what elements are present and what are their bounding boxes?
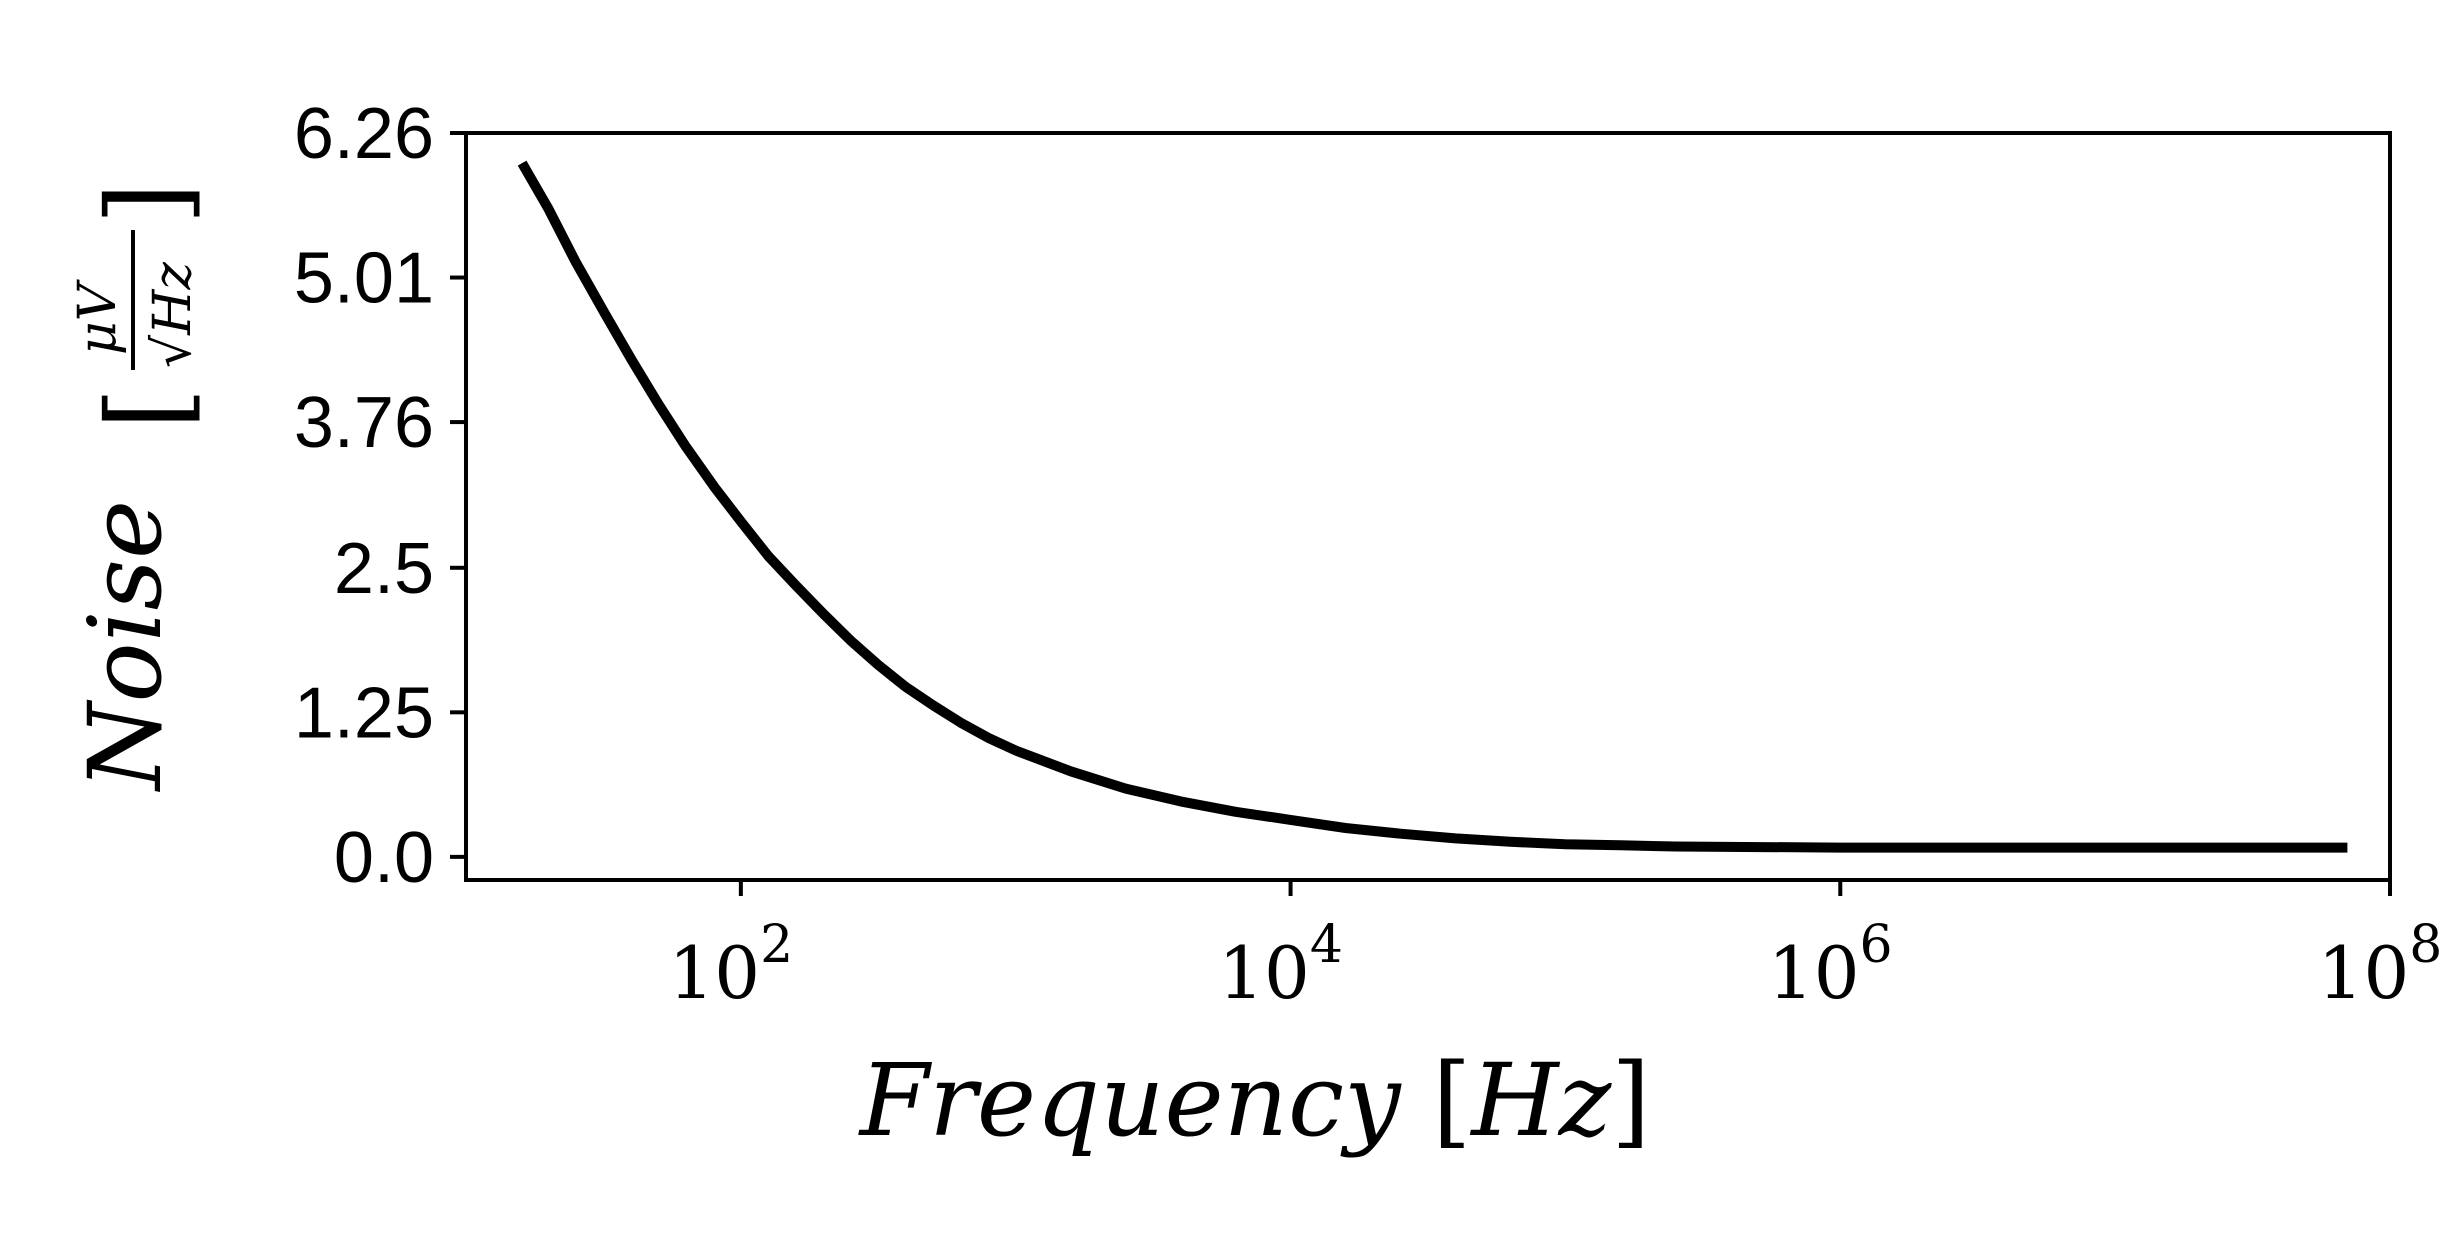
plot-area: 0.0 1.25 2.5 3.76 5.01 6.26 102 104 106 108 <box>294 94 2443 1015</box>
y-axis-unit: [ μV √Hz ] <box>68 182 211 430</box>
x-tick-label-0: 102 <box>668 915 793 1015</box>
y-tick-label-1: 1.25 <box>294 673 434 753</box>
x-axis-label: Frequency [Hz] <box>858 1042 1651 1159</box>
y-tick-label-3: 3.76 <box>294 383 434 463</box>
y-unit-denominator: √Hz <box>143 262 203 368</box>
y-tick-label-4: 5.01 <box>294 239 434 319</box>
y-tick-label-0: 0.0 <box>334 818 434 898</box>
y-tick-label-5: 6.26 <box>294 94 434 174</box>
x-tick-label-3: 108 <box>2318 915 2443 1015</box>
y-axis-label-noise: Noise <box>67 500 184 792</box>
x-tick-label-1: 104 <box>1218 915 1343 1015</box>
x-tick-label-2: 106 <box>1768 915 1893 1015</box>
y-unit-numerator: μV <box>68 279 128 355</box>
x-axis-label-unit: [ <box>1432 1042 1471 1159</box>
y-tick-label-2: 2.5 <box>334 529 434 609</box>
y-unit-bracket-right: ] <box>83 182 211 225</box>
x-axis-label-frequency: Frequency <box>858 1042 1402 1159</box>
y-axis-label: Noise [ μV √Hz ] <box>67 182 211 792</box>
y-unit-bracket-left: [ <box>83 387 211 430</box>
plot-frame <box>464 131 2392 882</box>
series-line-0 <box>517 160 2348 853</box>
